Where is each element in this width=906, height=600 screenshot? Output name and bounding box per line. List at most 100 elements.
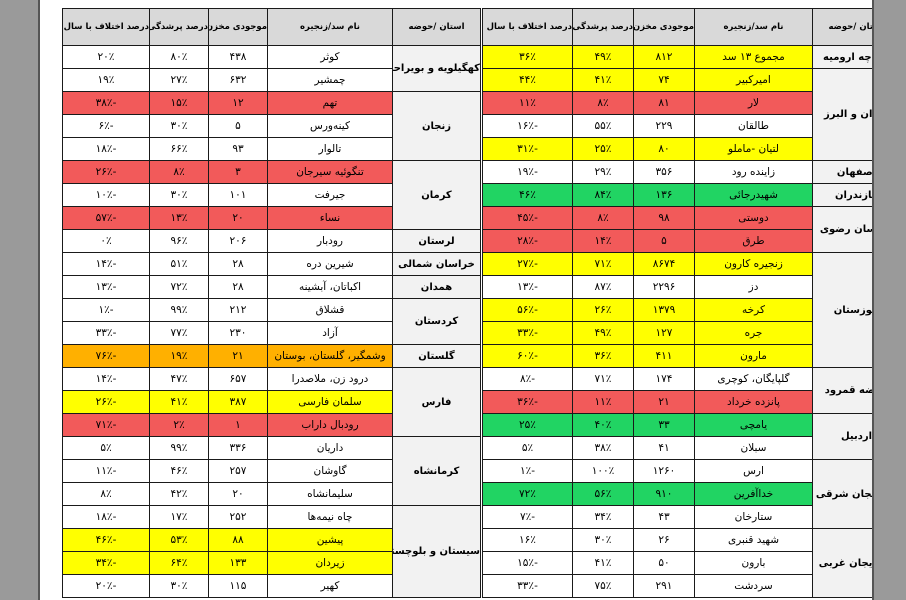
dam-cell: داریان (267, 436, 393, 460)
province-cell: آذربایجان شرقی (812, 459, 872, 529)
storage-cell: ۲۹۱ (633, 574, 695, 598)
table-row: سردشت ۲۹۱ ۷۵٪ -۳۳٪ (482, 574, 873, 598)
dam-cell: خداآفرین (694, 482, 813, 506)
header-fill: درصد پرشدگی (149, 8, 209, 46)
dam-cell: درود زن، ملاصدرا (267, 367, 393, 391)
storage-cell: ۲۰ (208, 482, 268, 506)
dam-cell: تالوار (267, 137, 393, 161)
fill-cell: ۳۰٪ (572, 528, 634, 552)
dam-cell: مارون (694, 344, 813, 368)
dam-cell: سلمان فارسی (267, 390, 393, 414)
dam-cell: چمشیر (267, 68, 393, 92)
dam-cell: نساء (267, 206, 393, 230)
storage-cell: ۷۴ (633, 68, 695, 92)
dam-cell: دز (694, 275, 813, 299)
dam-cell: تهم (267, 91, 393, 115)
fill-cell: ۴۶٪ (149, 459, 209, 483)
fill-cell: ۸٪ (149, 160, 209, 184)
dam-cell: طالقان (694, 114, 813, 138)
dam-cell: آزاد (267, 321, 393, 345)
diff-cell: -۳۳٪ (62, 321, 150, 345)
province-cell: خوزستان (812, 252, 872, 368)
fill-cell: ۸۰٪ (149, 45, 209, 69)
right-panel: استان /حوضه نام سد/زنجیره موجودی مخزن در… (482, 8, 873, 598)
fill-cell: ۸٪ (572, 91, 634, 115)
header-row: استان /حوضه نام سد/زنجیره موجودی مخزن در… (482, 8, 872, 46)
fill-cell: ۲۵٪ (572, 137, 634, 161)
diff-cell: -۲۸٪ (482, 229, 573, 253)
diff-cell: -۲۶٪ (62, 160, 150, 184)
fill-cell: ۳۰٪ (149, 183, 209, 207)
province-cell: لرستان (392, 229, 481, 253)
province-cell: زنجان (392, 91, 481, 161)
province-cell: همدان (392, 275, 481, 299)
table-row: کرمان تنگوئیه سیرجان ۳ ۸٪ -۲۶٪ (62, 160, 481, 230)
storage-cell: ۳ (208, 160, 268, 184)
fill-cell: ۳۶٪ (572, 344, 634, 368)
storage-cell: ۹۳ (208, 137, 268, 161)
province-cell: دریاچه ارومیه (812, 45, 872, 69)
storage-cell: ۳۳ (633, 413, 695, 437)
dam-cell: گاوشان (267, 459, 393, 483)
storage-cell: ۸۱۲ (633, 45, 695, 69)
table-row: طرق ۵ ۱۴٪ -۲۸٪ (482, 229, 873, 253)
diff-cell: -۱۰٪ (62, 183, 150, 207)
diff-cell: -۱۴٪ (62, 367, 150, 391)
table-row: زیردان ۱۳۳ ۶۴٪ -۳۴٪ (62, 551, 481, 575)
diff-cell: -۱٪ (482, 459, 573, 483)
diff-cell: -۱۶٪ (482, 114, 573, 138)
fill-cell: ۱۷٪ (149, 505, 209, 529)
fill-cell: ۷۷٪ (149, 321, 209, 345)
storage-cell: ۳۸۷ (208, 390, 268, 414)
left-panel: استان /حوضه نام سد/زنجیره موجودی مخزن در… (62, 8, 481, 598)
fill-cell: ۱۳٪ (149, 206, 209, 230)
diff-cell: -۵۷٪ (62, 206, 150, 230)
diff-cell: -۱۵٪ (482, 551, 573, 575)
dam-cell: زاینده رود (694, 160, 813, 184)
table-row: لار ۸۱ ۸٪ ۱۱٪ (482, 91, 873, 115)
dam-cell: جیرفت (267, 183, 393, 207)
table-row: فارس درود زن، ملاصدرا ۶۵۷ ۴۷٪ -۱۴٪ (62, 367, 481, 437)
table-row: پانزده خرداد ۲۱ ۱۱٪ -۳۶٪ (482, 390, 873, 414)
storage-cell: ۲۶ (633, 528, 695, 552)
dam-cell: پانزده خرداد (694, 390, 813, 414)
dam-cell: طرق (694, 229, 813, 253)
diff-cell: -۱۳٪ (62, 275, 150, 299)
province-cell: تهران و البرز (812, 68, 872, 161)
diff-cell: ۴۶٪ (482, 183, 573, 207)
province-cell: آذربایجان غربی (812, 528, 872, 598)
dam-cell: لتیان -ماملو (694, 137, 813, 161)
storage-cell: ۴۱۱ (633, 344, 695, 368)
header-storage: موجودی مخزن (633, 8, 695, 46)
province-cell: کهگیلویه و بویراحمد (392, 45, 481, 92)
table-row: مازندران شهیدرجائی ۱۳۶ ۸۴٪ ۴۶٪ (482, 183, 872, 207)
fill-cell: ۵۱٪ (149, 252, 209, 276)
storage-cell: ۲۲۹۶ (633, 275, 695, 299)
diff-cell: -۴۶٪ (62, 528, 150, 552)
table-row: لتیان -ماملو ۸۰ ۲۵٪ -۳۱٪ (482, 137, 873, 161)
table-row: کینه‌ورس ۵ ۳۰٪ -۶٪ (62, 114, 481, 138)
fill-cell: ۸۴٪ (572, 183, 634, 207)
dam-cell: گلپایگان، کوچری (694, 367, 813, 391)
fill-cell: ۵۳٪ (149, 528, 209, 552)
diff-cell: ۲۰٪ (62, 45, 150, 69)
table-row: همدان اکباتان، آبشینه ۲۸ ۷۲٪ -۱۳٪ (62, 275, 481, 299)
storage-cell: ۵ (633, 229, 695, 253)
diff-cell: -۱٪ (62, 298, 150, 322)
table-row: خراسان شمالی شیرین دره ۲۸ ۵۱٪ -۱۴٪ (62, 252, 481, 276)
table-row: جره ۱۲۷ ۴۹٪ -۳۳٪ (482, 321, 873, 345)
storage-cell: ۲۵۲ (208, 505, 268, 529)
province-cell: کرمان (392, 160, 481, 230)
diff-cell: -۲۶٪ (62, 390, 150, 414)
storage-cell: ۲۸ (208, 252, 268, 276)
province-cell: خراسان شمالی (392, 252, 481, 276)
storage-cell: ۲۰ (208, 206, 268, 230)
storage-cell: ۹۸ (633, 206, 695, 230)
fill-cell: ۴۷٪ (149, 367, 209, 391)
fill-cell: ۱۹٪ (149, 344, 209, 368)
province-cell: حوضه قمرود (812, 367, 872, 414)
